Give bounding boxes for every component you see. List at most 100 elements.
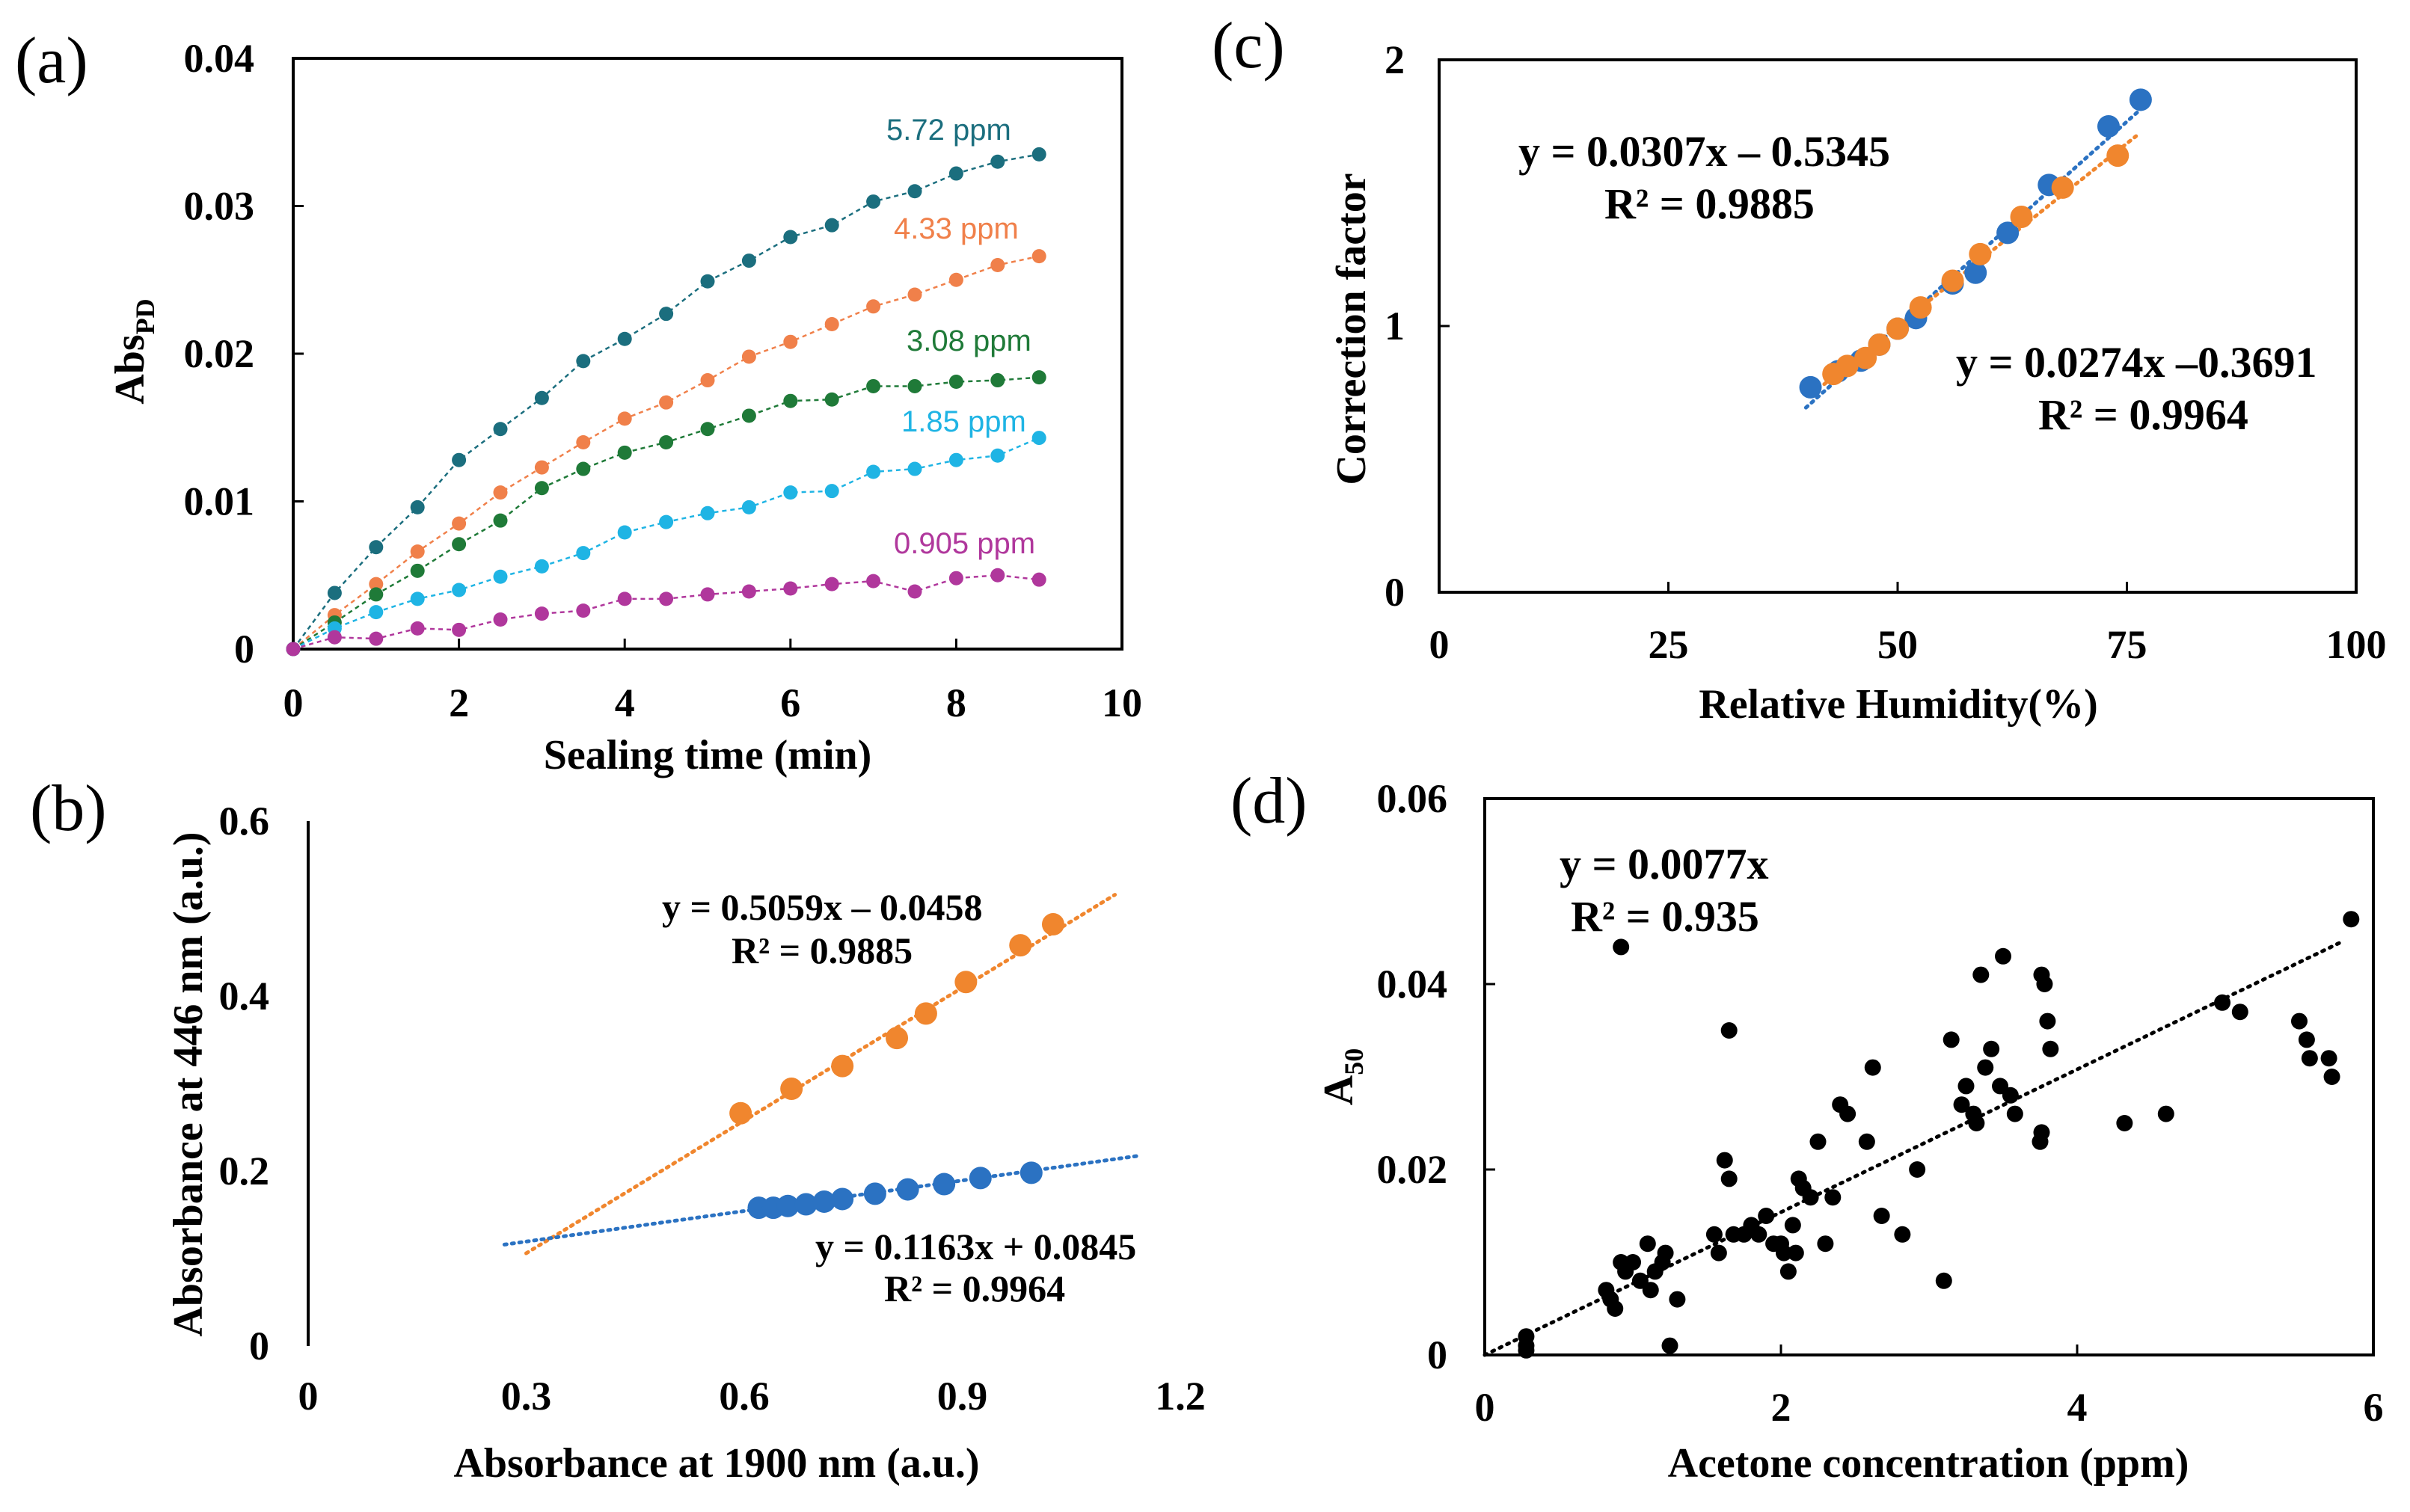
x-axis-label-b: Absorbance at 1900 nm (a.u.) (453, 1440, 979, 1487)
x-tick-labels-b: 0 0.3 0.6 0.9 1.2 (298, 1374, 1206, 1419)
data-point-a (866, 574, 881, 588)
series-group-d (1483, 911, 2360, 1359)
data-point-b (776, 1194, 800, 1217)
x-tick-label-b: 0 (298, 1374, 319, 1419)
data-point-d (2042, 1040, 2059, 1057)
data-point-d (1943, 1031, 1960, 1048)
panel-label-b: (b) (30, 772, 107, 845)
trend-line-a (292, 574, 1040, 651)
data-point-a (534, 481, 549, 496)
data-point-a (741, 500, 756, 514)
x-tick-label-c: 75 (2107, 622, 2147, 667)
x-tick-label-c: 0 (1429, 622, 1450, 667)
data-point-c (1836, 354, 1859, 378)
data-point-a (824, 317, 839, 331)
data-point-a (576, 435, 591, 449)
data-point-a (286, 642, 301, 657)
data-point-a (741, 584, 756, 599)
panel-d: 0 0.02 0.04 0.06 0 2 4 6 Acetone concentration… (1316, 776, 2384, 1487)
equation-c-orange: y = 0.0274x –0.3691 (1956, 338, 2317, 387)
data-point-d (2298, 1031, 2315, 1048)
y-tick-label-d: 0 (1427, 1333, 1447, 1377)
data-point-d (2291, 1012, 2308, 1030)
y-tick-label-c: 1 (1385, 304, 1405, 348)
x-axis-label-a: Sealing time (min) (544, 732, 872, 778)
data-point-a (369, 631, 384, 646)
data-point-a (534, 606, 549, 621)
series-label-3-08: 3.08 ppm (907, 325, 1031, 357)
data-point-a (948, 375, 963, 390)
data-point-d (1839, 1105, 1856, 1122)
x-tick-label-d: 4 (2067, 1385, 2088, 1430)
data-point-a (700, 505, 715, 520)
data-point-d (2039, 1012, 2056, 1030)
data-point-d (1824, 1189, 1842, 1206)
data-point-a (990, 258, 1005, 272)
data-point-a (327, 630, 342, 645)
data-point-d (1953, 1096, 1970, 1113)
y-tick-label-a: 0 (234, 627, 254, 672)
data-point-a (783, 334, 798, 349)
y-tick-label-b: 0.6 (219, 799, 270, 843)
x-tick-label-d: 0 (1475, 1385, 1495, 1430)
data-point-b (933, 1173, 956, 1196)
data-point-b (794, 1193, 818, 1216)
data-point-c (1909, 296, 1932, 319)
data-point-a (907, 584, 922, 599)
data-point-d (1787, 1244, 1804, 1261)
data-point-d (1705, 1226, 1723, 1243)
data-point-d (1909, 1161, 1926, 1178)
data-point-d (2320, 1050, 2337, 1067)
data-point-a (948, 272, 963, 287)
x-tick-label-b: 0.6 (719, 1374, 770, 1419)
x-tick-label-c: 25 (1649, 622, 1689, 667)
x-tick-labels-c: 0 25 50 75 100 (1429, 582, 2387, 667)
y-tick-labels-b: 0 0.2 0.4 0.6 (219, 799, 270, 1368)
data-point-d (2323, 1069, 2340, 1085)
data-point-a (990, 448, 1005, 463)
data-point-d (1642, 1282, 1659, 1299)
data-point-d (1784, 1217, 1801, 1234)
series-group-c (1799, 88, 2152, 410)
data-point-d (1957, 1078, 1975, 1095)
data-point-a (659, 591, 674, 606)
data-point-a (990, 154, 1005, 169)
data-point-a (410, 500, 425, 514)
data-point-a (741, 408, 756, 423)
series-group-b (502, 893, 1139, 1256)
x-tick-label-b: 0.3 (501, 1374, 552, 1419)
data-point-d (1607, 1300, 1624, 1317)
data-point-a (493, 612, 508, 627)
x-tick-label-b: 1.2 (1155, 1374, 1206, 1419)
data-point-a (1031, 431, 1046, 446)
y-axis-label-a: AbsPD (107, 298, 160, 404)
x-tick-label-a: 4 (615, 680, 635, 725)
y-tick-label-d: 0.06 (1377, 776, 1448, 821)
x-axis-label-d: Acetone concentration (ppm) (1668, 1440, 2189, 1487)
data-point-a (410, 563, 425, 578)
data-point-a (1031, 572, 1046, 587)
x-tick-label-a: 6 (780, 680, 800, 725)
data-point-d (1894, 1226, 1911, 1243)
data-point-b (780, 1078, 803, 1101)
panel-label-c: (c) (1212, 10, 1285, 82)
data-point-a (534, 390, 549, 405)
data-point-d (1750, 1226, 1767, 1243)
series-group-a (286, 147, 1046, 657)
data-point-a (659, 514, 674, 529)
x-tick-labels-d: 0 2 4 6 (1475, 1344, 2384, 1430)
data-point-b (1041, 913, 1064, 936)
data-point-d (2231, 1004, 2248, 1021)
r2-d: R² = 0.935 (1571, 892, 1759, 941)
data-point-a (576, 461, 591, 476)
y-tick-labels-c: 0 1 2 (1385, 37, 1450, 615)
x-tick-label-b: 0.9 (937, 1374, 988, 1419)
data-point-a (824, 218, 839, 233)
data-point-a (741, 253, 756, 268)
data-point-a (369, 540, 384, 555)
panel-c: 0 1 2 0 25 50 75 100 Relative Humidity(%) Corr… (1328, 37, 2387, 728)
data-point-a (659, 395, 674, 410)
data-point-a (452, 452, 467, 467)
data-point-d (1518, 1342, 1535, 1359)
data-point-d (1720, 1170, 1738, 1187)
